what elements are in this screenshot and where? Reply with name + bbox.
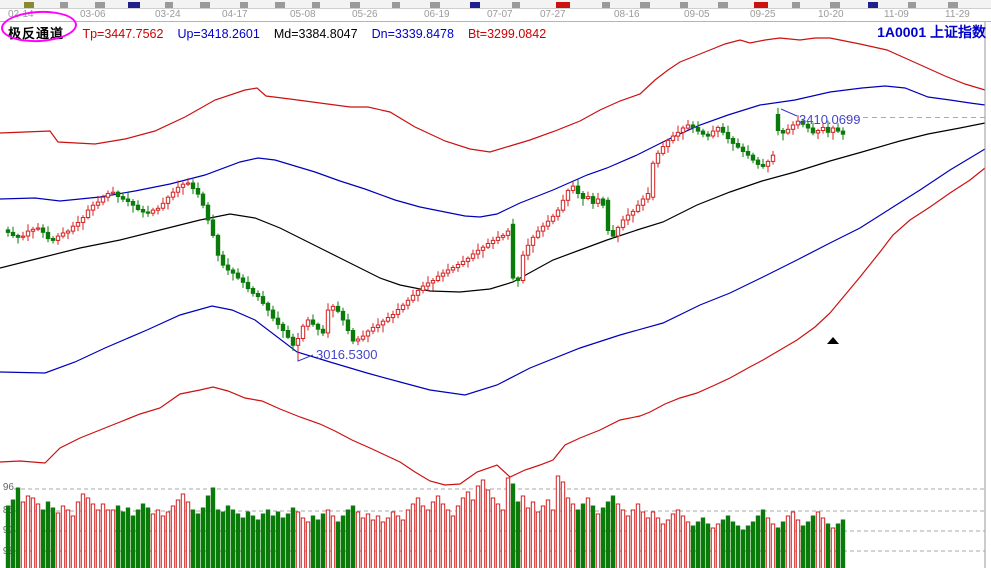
toolbar-icon-fragment[interactable] [128, 2, 140, 8]
date-label: 06-19 [424, 9, 450, 20]
symbol-label[interactable]: 1A0001 上证指数 [877, 22, 986, 42]
toolbar-icon-fragment[interactable] [908, 2, 916, 8]
channel-line-bt [0, 167, 986, 486]
date-label: 04-17 [222, 9, 248, 20]
date-label: 11-09 [884, 9, 909, 20]
high-price-label: 3410.0699 [799, 112, 860, 127]
date-label: 07-07 [487, 9, 513, 20]
indicator-value: Dn=3339.8478 [371, 27, 454, 41]
date-label: 10-20 [818, 9, 844, 20]
symbol-name: 上证指数 [930, 24, 986, 40]
date-label: 03-24 [155, 9, 181, 20]
toolbar-icon-fragment[interactable] [680, 2, 688, 8]
toolbar-icon-fragment[interactable] [868, 2, 878, 8]
indicator-value: Tp=3447.7562 [82, 27, 164, 41]
channel-line-tp [0, 37, 986, 153]
toolbar-icon-fragment[interactable] [470, 2, 480, 8]
toolbar-icon-fragment[interactable] [948, 2, 958, 8]
toolbar-icon-fragment[interactable] [556, 2, 570, 8]
toolbar-icon-fragment[interactable] [60, 2, 68, 8]
toolbar-icon-fragment[interactable] [24, 2, 34, 8]
channel-line-up [0, 85, 986, 218]
toolbar-cutoff-strip[interactable] [0, 0, 991, 9]
date-label: 09-05 [684, 9, 710, 20]
toolbar-icon-fragment[interactable] [602, 2, 610, 8]
channel-indicator-name[interactable]: 极反通道 [8, 26, 65, 41]
date-label: 08-16 [614, 9, 640, 20]
toolbar-icon-fragment[interactable] [200, 2, 210, 8]
indicator-value: Md=3384.8047 [273, 27, 358, 41]
toolbar-icon-fragment[interactable] [512, 2, 520, 8]
toolbar-icon-fragment[interactable] [754, 2, 768, 8]
volume-axis-label: 96 [3, 482, 15, 493]
indicator-value: Bt=3299.0842 [467, 27, 547, 41]
date-label: 03-06 [80, 9, 106, 20]
low-label-leader [297, 333, 314, 362]
toolbar-icon-fragment[interactable] [240, 2, 248, 8]
date-label: 05-08 [290, 9, 316, 20]
date-label: 09-25 [750, 9, 776, 20]
toolbar-icon-fragment[interactable] [165, 2, 173, 8]
indicator-value: Up=3418.2601 [177, 27, 260, 41]
volume-layer [5, 475, 846, 568]
low-price-label: 3016.5300 [316, 347, 377, 362]
toolbar-icon-fragment[interactable] [392, 2, 400, 8]
date-label: 07-27 [540, 9, 566, 20]
triangle-marker [827, 337, 839, 344]
date-axis-row: 02-14 03-06 03-24 04-17 05-08 05-26 06-19 07-07… [0, 9, 991, 21]
channel-line-md [0, 122, 986, 293]
toolbar-icon-fragment[interactable] [718, 2, 728, 8]
date-label: 02-14 [8, 9, 34, 20]
toolbar-icon-fragment[interactable] [430, 2, 440, 8]
toolbar-icon-fragment[interactable] [275, 2, 285, 8]
header-separator [0, 21, 991, 22]
toolbar-icon-fragment[interactable] [640, 2, 650, 8]
toolbar-icon-fragment[interactable] [312, 2, 320, 8]
toolbar-icon-fragment[interactable] [95, 2, 105, 8]
high-label-leader [780, 108, 798, 117]
date-label: 05-26 [352, 9, 378, 20]
candles-layer [5, 107, 846, 361]
date-label: 11-29 [945, 9, 970, 20]
channel-line-dn [0, 148, 986, 396]
toolbar-icon-fragment[interactable] [350, 2, 360, 8]
toolbar-icon-fragment[interactable] [792, 2, 800, 8]
indicator-header: 极反通道 Tp=3447.7562 Up=3418.2601 Md=3384.804… [8, 23, 547, 41]
symbol-code: 1A0001 [877, 24, 927, 40]
toolbar-icon-fragment[interactable] [830, 2, 840, 8]
